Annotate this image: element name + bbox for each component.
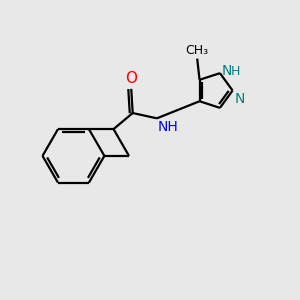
Text: N: N [222,64,232,78]
Text: O: O [125,71,137,86]
Text: N: N [235,92,245,106]
Text: NH: NH [158,120,179,134]
Text: H: H [231,65,241,78]
Text: CH₃: CH₃ [186,44,209,57]
